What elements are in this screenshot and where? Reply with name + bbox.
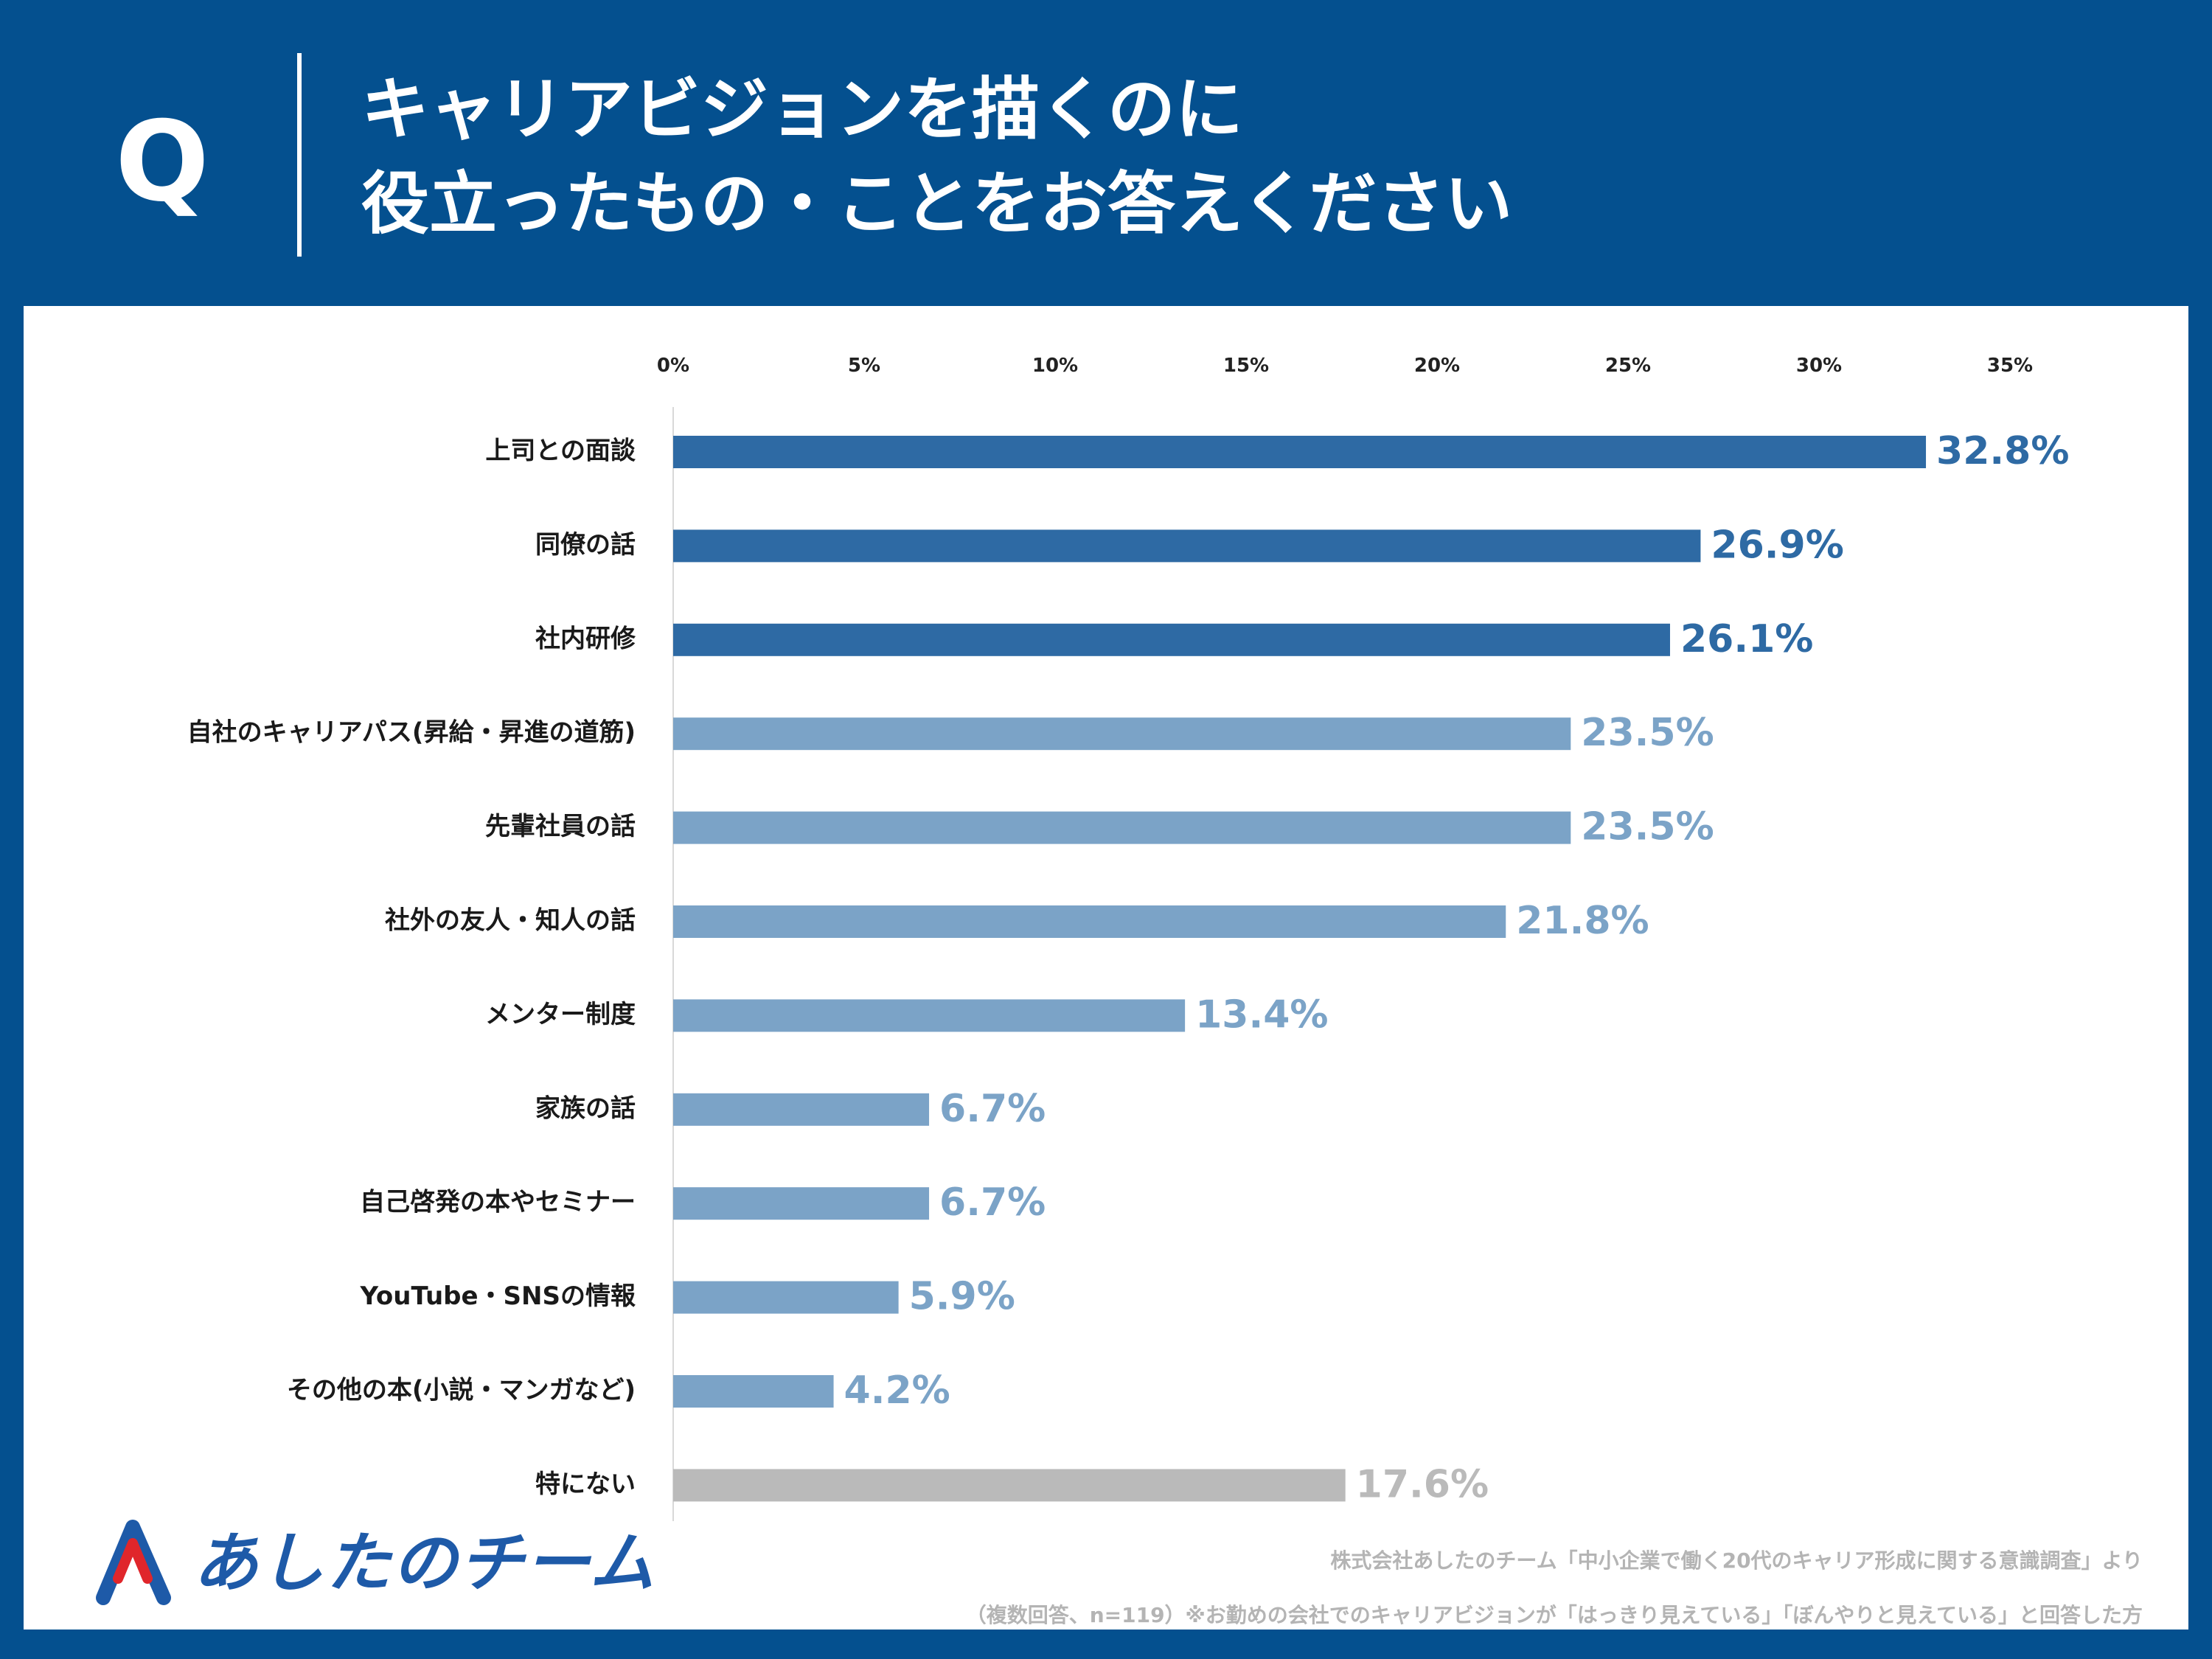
category-label: 家族の話 bbox=[535, 1093, 636, 1123]
chart-panel: 0% 5% 10% 15% 20% 25% 30% 35% 上司との面談 32.8% 同僚の話 26.… bbox=[24, 306, 2188, 1630]
question-title-line-1: キャリアビジョンを描くのに bbox=[361, 70, 1244, 149]
category-label: YouTube・SNSの情報 bbox=[359, 1281, 636, 1311]
data-label: 21.8% bbox=[1516, 899, 1649, 943]
bar bbox=[673, 999, 1186, 1032]
company-logo: あしたのチーム bbox=[90, 1515, 654, 1611]
category-label: その他の本(小説・マンガなど) bbox=[287, 1376, 636, 1405]
data-label: 5.9% bbox=[909, 1275, 1015, 1319]
category-label: 上司との面談 bbox=[485, 437, 636, 466]
question-title: キャリアビジョンを描くのに 役立ったもの・ことをお答えください bbox=[361, 63, 2131, 251]
bar bbox=[673, 436, 1927, 468]
x-tick-label: 35% bbox=[1987, 355, 2033, 377]
x-tick-label: 20% bbox=[1414, 355, 1460, 377]
x-tick-label: 5% bbox=[848, 355, 880, 377]
data-label: 6.7% bbox=[939, 1087, 1046, 1131]
bar bbox=[673, 811, 1571, 844]
category-label: 特にない bbox=[535, 1470, 636, 1499]
question-header: Q キャリアビジョンを描くのに 役立ったもの・ことをお答えください bbox=[0, 0, 2212, 306]
data-label: 13.4% bbox=[1195, 992, 1328, 1037]
bar bbox=[673, 1093, 930, 1126]
footer-notes: 株式会社あしたのチーム「中小企業で働く20代のキャリア形成に関する意識調査」より… bbox=[668, 1545, 2143, 1654]
bar bbox=[673, 1469, 1346, 1502]
bar bbox=[673, 1187, 930, 1220]
bar bbox=[673, 623, 1670, 656]
x-tick-label: 25% bbox=[1605, 355, 1651, 377]
category-label: 社外の友人・知人の話 bbox=[385, 906, 636, 936]
category-label: 社内研修 bbox=[535, 624, 636, 653]
category-label: 自己啓発の本やセミナー bbox=[360, 1188, 636, 1217]
category-label: 自社のキャリアパス(昇給・昇進の道筋) bbox=[187, 718, 636, 748]
source-note: 株式会社あしたのチーム「中小企業で働く20代のキャリア形成に関する意識調査」より bbox=[1330, 1548, 2143, 1573]
data-label: 6.7% bbox=[939, 1180, 1046, 1225]
bar bbox=[673, 1281, 899, 1314]
bar bbox=[673, 905, 1506, 938]
x-tick-label: 15% bbox=[1223, 355, 1269, 377]
x-tick-label: 0% bbox=[657, 355, 689, 377]
x-tick-label: 30% bbox=[1796, 355, 1842, 377]
survey-note: （複数回答、n=119）※お勤めの会社でのキャリアビジョンが「はっきり見えている… bbox=[965, 1603, 2143, 1627]
data-label: 4.2% bbox=[844, 1368, 950, 1413]
header-divider bbox=[297, 53, 302, 257]
data-label: 32.8% bbox=[1936, 429, 2069, 473]
logo-text: あしたのチーム bbox=[193, 1525, 656, 1601]
logo-mark-icon bbox=[96, 1520, 171, 1605]
category-label: 先輩社員の話 bbox=[485, 812, 636, 841]
data-label: 26.1% bbox=[1680, 617, 1813, 661]
q-label: Q bbox=[115, 98, 209, 226]
data-label: 23.5% bbox=[1581, 805, 1714, 849]
data-label: 17.6% bbox=[1356, 1462, 1489, 1506]
bar bbox=[673, 717, 1571, 751]
data-label: 23.5% bbox=[1581, 711, 1714, 755]
x-tick-label: 10% bbox=[1032, 355, 1078, 377]
data-label: 26.9% bbox=[1711, 523, 1843, 567]
category-label: メンター制度 bbox=[485, 1000, 636, 1029]
category-label: 同僚の話 bbox=[535, 530, 636, 560]
bar bbox=[673, 529, 1701, 563]
bar-chart: 0% 5% 10% 15% 20% 25% 30% 35% 上司との面談 32.8% 同僚の話 26.… bbox=[187, 355, 2069, 1521]
question-title-line-2: 役立ったもの・ことをお答えください bbox=[361, 164, 1513, 243]
bar bbox=[673, 1375, 834, 1408]
